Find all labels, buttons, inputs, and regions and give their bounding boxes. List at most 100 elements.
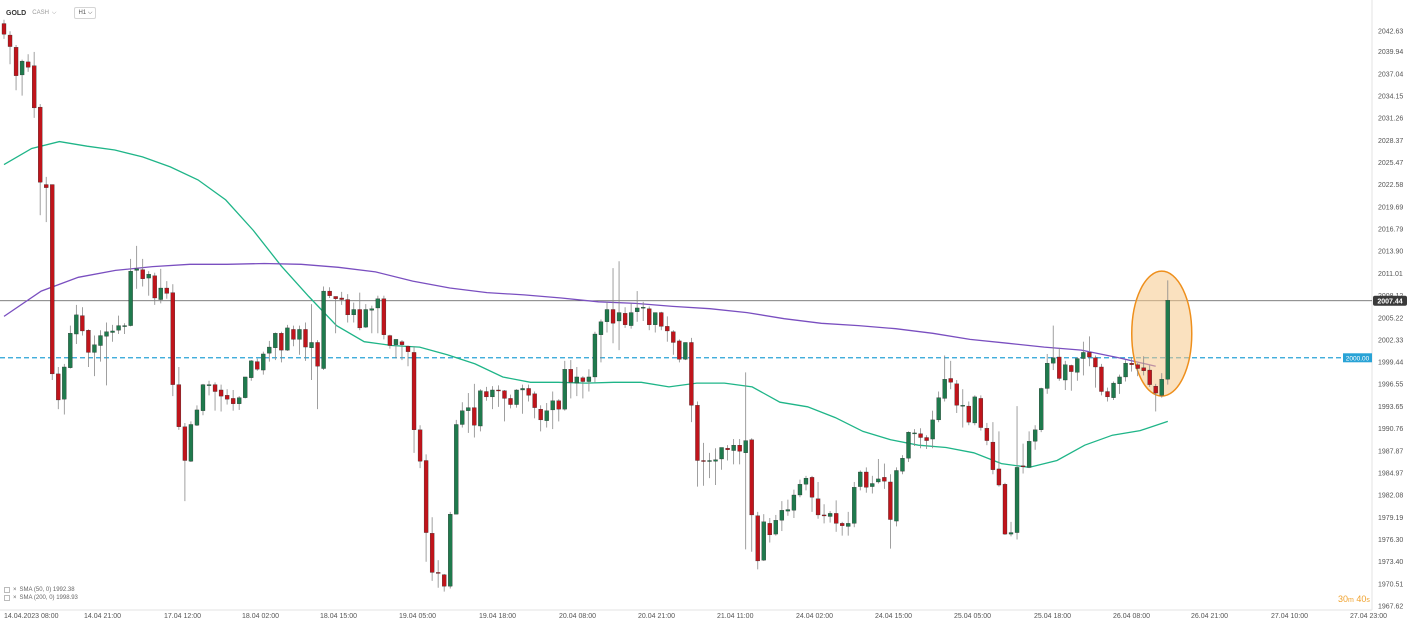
candle-body xyxy=(713,459,718,462)
candle-body xyxy=(182,426,188,461)
candle-body xyxy=(381,298,387,335)
candle-body xyxy=(719,447,724,460)
level-label: 2000.00 xyxy=(1346,355,1370,362)
timeframe-select[interactable]: H1 ⌵ xyxy=(74,7,97,19)
y-tick-label: 1976.30 xyxy=(1378,537,1403,544)
candle-body xyxy=(743,440,748,453)
candle-body xyxy=(448,514,453,587)
candles-group xyxy=(1,19,1170,592)
candle-body xyxy=(1,23,7,35)
candle-body xyxy=(152,275,157,299)
candle-body xyxy=(821,514,827,517)
candle-body xyxy=(870,483,875,487)
candle-body xyxy=(924,437,929,441)
candle-body xyxy=(990,441,996,470)
x-tick-label: 26.04 08:00 xyxy=(1113,613,1150,620)
candle-body xyxy=(170,292,175,385)
candle-body xyxy=(405,346,411,352)
candle-body xyxy=(731,445,736,451)
candle-body xyxy=(900,458,905,472)
chevron-down-icon[interactable]: ⌵ xyxy=(51,9,57,16)
candle-body xyxy=(267,346,272,354)
checkbox-icon[interactable] xyxy=(4,587,10,593)
candle-body xyxy=(791,494,797,511)
candle-body xyxy=(1117,376,1122,384)
candle-body xyxy=(68,333,73,368)
candle-body xyxy=(556,400,561,410)
sma-50-line xyxy=(3,140,1169,469)
candle-body xyxy=(164,287,169,294)
candle-body xyxy=(550,400,555,411)
candle-body xyxy=(1081,352,1086,359)
y-tick-label: 1979.19 xyxy=(1378,515,1403,522)
candle-body xyxy=(32,65,37,109)
y-tick-label: 1967.62 xyxy=(1378,604,1403,611)
candle-countdown: 30m 40s xyxy=(1338,594,1370,604)
y-tick-label: 2013.90 xyxy=(1378,249,1403,256)
candle-body xyxy=(423,460,429,533)
candle-body xyxy=(978,398,984,428)
candle-body xyxy=(279,333,284,351)
x-tick-label: 27.04 23:00 xyxy=(1350,613,1387,620)
candle-body xyxy=(436,572,441,574)
candle-body xyxy=(508,398,513,405)
symbol-label[interactable]: GOLD xyxy=(6,9,27,17)
candle-body xyxy=(647,308,652,325)
candle-body xyxy=(460,410,465,425)
x-tick-label: 24.04 15:00 xyxy=(875,613,912,620)
y-tick-label: 1987.87 xyxy=(1378,448,1403,455)
candle-body xyxy=(484,391,489,398)
candle-body xyxy=(1057,356,1062,379)
candle-body xyxy=(586,376,592,382)
candle-body xyxy=(1087,352,1092,358)
candle-body xyxy=(411,352,417,430)
candle-body xyxy=(610,309,616,324)
candle-body xyxy=(230,398,236,404)
candle-body xyxy=(1165,300,1170,380)
legend-label-sma50: SMA (50, 0) 1992.38 xyxy=(19,587,75,593)
candle-body xyxy=(882,477,887,482)
candle-body xyxy=(490,389,495,398)
candle-body xyxy=(478,390,483,427)
legend-row-sma50[interactable]: × SMA (50, 0) 1992.38 xyxy=(4,586,78,594)
candle-body xyxy=(544,410,549,421)
legend-row-sma200[interactable]: × SMA (200, 0) 1998.93 xyxy=(4,594,78,602)
x-tick-label: 20.04 08:00 xyxy=(559,613,596,620)
candle-body xyxy=(7,34,13,47)
candle-body xyxy=(598,321,604,335)
candle-body xyxy=(996,468,1002,486)
candle-body xyxy=(888,481,893,520)
close-icon[interactable]: × xyxy=(13,595,17,601)
candle-body xyxy=(291,329,296,340)
candle-body xyxy=(212,384,218,392)
candle-body xyxy=(297,329,302,340)
candle-body xyxy=(261,353,266,371)
candle-body xyxy=(1123,363,1128,378)
candle-body xyxy=(1129,363,1134,365)
candle-body xyxy=(689,342,694,406)
candle-body xyxy=(695,405,700,461)
y-tick-label: 2022.58 xyxy=(1378,182,1403,189)
candle-body xyxy=(206,384,212,386)
candle-body xyxy=(966,405,971,423)
candle-body xyxy=(1002,484,1008,535)
candle-body xyxy=(641,307,646,309)
x-tick-label: 27.04 10:00 xyxy=(1271,613,1308,620)
candle-body xyxy=(749,439,754,516)
candle-body xyxy=(562,369,567,410)
candle-body xyxy=(852,487,857,524)
candle-body xyxy=(574,376,579,384)
current-price-label: 2007.44 xyxy=(1377,299,1402,306)
candle-body xyxy=(532,393,537,408)
candle-body xyxy=(1159,379,1164,396)
candle-body xyxy=(375,298,381,309)
close-icon[interactable]: × xyxy=(13,587,17,593)
checkbox-icon[interactable] xyxy=(4,595,10,601)
candle-body xyxy=(369,308,374,311)
candle-body xyxy=(19,60,25,76)
candle-body xyxy=(1135,364,1140,369)
candle-body xyxy=(417,429,423,462)
candle-body xyxy=(351,309,356,316)
candle-body xyxy=(930,419,935,440)
